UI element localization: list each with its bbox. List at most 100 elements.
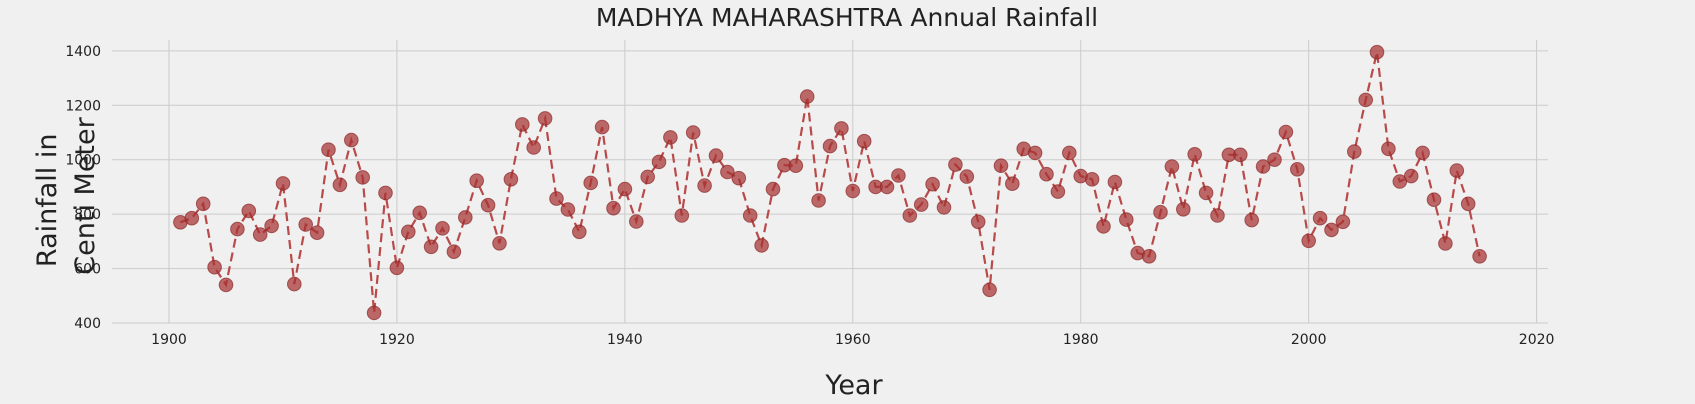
data-point	[708, 148, 724, 163]
data-point	[344, 132, 359, 148]
y-tick-label: 1400	[65, 44, 101, 60]
data-point	[1198, 185, 1214, 201]
data-point	[560, 202, 576, 217]
data-point	[1176, 202, 1191, 217]
data-point	[1005, 176, 1020, 191]
data-point	[1255, 159, 1271, 174]
data-point	[264, 218, 279, 234]
data-point	[1335, 214, 1351, 230]
data-point	[446, 244, 462, 259]
y-tick-label: 800	[74, 207, 101, 223]
data-point	[378, 185, 393, 201]
data-point	[674, 208, 690, 223]
data-point	[1244, 212, 1259, 228]
data-point	[970, 214, 986, 230]
data-point	[1278, 124, 1294, 140]
y-tick-label: 1000	[65, 153, 101, 169]
data-point	[366, 305, 382, 321]
chart-title: MADHYA MAHARASHTRA Annual Rainfall	[596, 3, 1098, 32]
data-point	[195, 196, 211, 212]
data-point	[606, 200, 621, 216]
data-point	[1472, 248, 1487, 264]
data-point	[913, 197, 929, 212]
data-point	[1426, 192, 1442, 207]
data-point	[959, 169, 975, 184]
data-point	[252, 227, 268, 242]
data-point	[1084, 172, 1100, 187]
data-point	[799, 89, 815, 104]
data-point	[811, 193, 826, 208]
x-tick-label: 1920	[379, 332, 415, 348]
data-point	[731, 170, 747, 186]
data-point	[1403, 168, 1419, 184]
data-point	[275, 176, 291, 191]
data-point	[332, 177, 348, 193]
x-axis-label: Year	[824, 370, 883, 401]
data-point	[1460, 196, 1476, 212]
series-line	[180, 51, 1481, 314]
data-point	[879, 179, 895, 195]
y-axis-label: Rainfall in Centi Meter	[32, 116, 101, 274]
data-point	[435, 221, 450, 236]
data-point	[1119, 212, 1134, 227]
y-tick-label: 600	[74, 262, 101, 278]
data-point	[230, 221, 245, 237]
data-point	[241, 203, 257, 219]
data-point	[503, 172, 519, 187]
data-point	[834, 121, 849, 136]
data-point	[925, 176, 940, 192]
tick-labels: 1900 1920 1940 1960 1980 2000 2020 400 600 800 100…	[65, 44, 1554, 348]
data-point	[1233, 147, 1248, 163]
data-point	[1449, 163, 1465, 178]
data-point	[526, 140, 542, 155]
data-point	[936, 200, 952, 215]
data-point	[1369, 44, 1385, 60]
data-point	[788, 158, 804, 173]
y-axis-label-line-1: Rainfall in	[32, 134, 63, 268]
data-point	[1107, 174, 1123, 190]
data-point	[321, 142, 336, 157]
y-axis-label-line-2: Centi Meter	[70, 116, 101, 274]
data-point	[480, 197, 496, 213]
data-point	[651, 154, 667, 170]
data-point	[742, 208, 758, 223]
x-tick-label: 1960	[835, 332, 871, 348]
data-point	[1027, 145, 1043, 161]
data-point	[1312, 210, 1328, 226]
data-point	[1096, 219, 1111, 234]
data-point	[423, 239, 439, 255]
data-point	[309, 225, 325, 240]
data-point	[1347, 144, 1362, 159]
y-tick-label: 1200	[65, 98, 101, 114]
data-point	[184, 210, 200, 226]
data-point	[1290, 162, 1305, 177]
data-point	[492, 236, 507, 251]
data-point	[1141, 248, 1157, 264]
data-point	[1267, 152, 1282, 167]
x-tick-label: 2000	[1291, 332, 1327, 348]
data-point	[218, 277, 234, 293]
data-point	[1324, 222, 1339, 238]
data-point	[287, 276, 302, 292]
data-point	[1153, 204, 1168, 220]
data-point	[697, 178, 712, 193]
grid	[112, 40, 1548, 324]
data-point	[298, 217, 314, 232]
data-point	[355, 170, 371, 185]
data-point	[1039, 166, 1054, 182]
data-point	[389, 260, 405, 276]
data-point	[993, 158, 1009, 173]
data-point	[845, 183, 861, 199]
y-tick-label: 400	[74, 316, 101, 332]
x-tick-label: 1940	[607, 332, 643, 348]
data-point	[765, 181, 781, 197]
data-point	[822, 138, 838, 154]
data-point	[469, 173, 485, 188]
data-point	[549, 191, 564, 206]
data-point	[1164, 159, 1180, 174]
data-point	[1381, 141, 1396, 157]
data-point	[537, 111, 553, 126]
data-point	[891, 168, 906, 183]
data-point	[207, 259, 222, 275]
